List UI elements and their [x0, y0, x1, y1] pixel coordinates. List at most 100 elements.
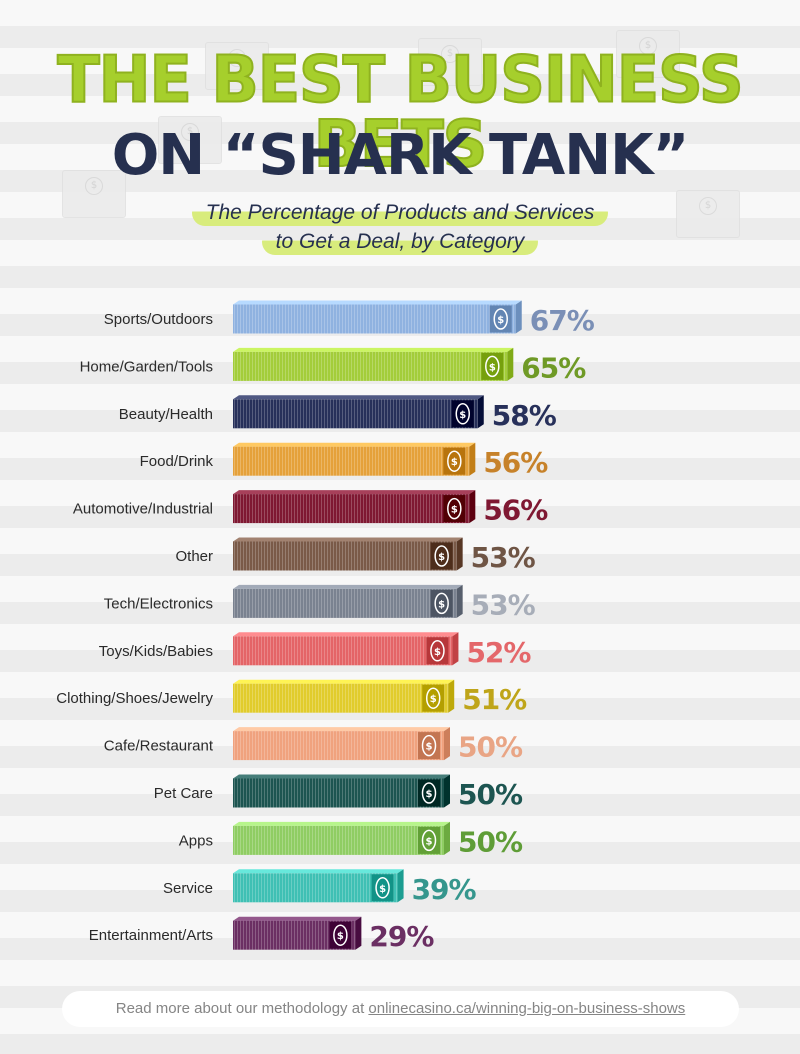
value-label: 52% [466, 636, 531, 669]
bar-row: Sports/Outdoors $67% [104, 300, 596, 337]
dollar-icon [485, 355, 500, 378]
bar-top-face [233, 679, 455, 684]
dollar-sign: $ [430, 694, 437, 705]
bar-row: Home/Garden/Tools $65% [80, 347, 587, 384]
value-label: 53% [471, 588, 536, 621]
subtitle-line-1-text: The Percentage of Products and Services [191, 200, 609, 226]
bar-row: Other $53% [175, 537, 537, 574]
value-label: 58% [492, 399, 557, 432]
bar-side-face [448, 679, 455, 713]
bar-side-face [469, 490, 476, 524]
dollar-sign: $ [426, 742, 433, 753]
dollar-sign: $ [426, 836, 433, 847]
dollar-icon [421, 829, 437, 852]
money-stack-icon [616, 30, 680, 78]
bar-texture [233, 683, 449, 713]
bar-texture [233, 825, 444, 855]
money-stack-icon [158, 116, 222, 164]
bar-top-face [233, 584, 463, 589]
dollar-sign: $ [438, 599, 445, 610]
bar-top-face [233, 490, 476, 495]
bar-side-face [469, 442, 476, 476]
money-stack-icon [676, 190, 740, 238]
bar-texture [233, 541, 457, 571]
bar-top-face [233, 347, 514, 352]
bar-top-face [233, 300, 522, 305]
category-label: Entertainment/Arts [89, 927, 213, 944]
money-stack-icon [418, 38, 482, 86]
bar-side-face [456, 537, 463, 571]
dollar-sign: $ [497, 315, 504, 326]
bar-texture [233, 399, 478, 429]
value-label: 50% [458, 778, 523, 811]
category-label: Beauty/Health [119, 406, 213, 423]
subtitle-line-2: to Get a Deal, by Category [0, 229, 800, 255]
bar-top-face [233, 774, 450, 779]
bar-texture [233, 778, 444, 808]
methodology-link[interactable]: onlinecasino.ca/winning-big-on-business-… [368, 1000, 686, 1017]
bar-row: Pet Care $50% [154, 774, 524, 811]
bar-texture [233, 304, 516, 334]
bar-row: Entertainment/Arts $29% [89, 916, 435, 953]
dollar-sign: $ [451, 505, 458, 516]
dollar-icon [375, 877, 390, 899]
bar-top-face [233, 916, 362, 921]
dollar-icon [447, 450, 462, 472]
bar-side-face [452, 632, 459, 666]
bar-side-face [507, 347, 514, 381]
bar-top-face [233, 632, 459, 637]
bar-top-face [233, 442, 476, 447]
bar-row: Beauty/Health $58% [119, 395, 558, 432]
value-label: 56% [483, 446, 548, 479]
bar-side-face [397, 869, 404, 903]
bar-row: Apps $50% [179, 821, 524, 858]
dollar-sign: $ [434, 647, 441, 658]
bar-side-face [444, 727, 450, 761]
bar-side-face [515, 300, 522, 334]
title-line-1: THE BEST BUSINESS BETS [56, 41, 744, 182]
methodology-footer: Read more about our methodology at onlin… [62, 991, 739, 1027]
bar-top-face [233, 395, 484, 400]
dollar-icon [434, 545, 449, 567]
category-label: Pet Care [154, 785, 213, 802]
value-label: 51% [462, 683, 527, 716]
dollar-sign: $ [459, 410, 466, 421]
bar-top-face [233, 821, 450, 826]
bar-texture [233, 873, 398, 903]
dollar-sign: $ [438, 552, 445, 563]
category-label: Clothing/Shoes/Jewelry [56, 690, 213, 707]
value-label: 29% [369, 920, 434, 953]
bar-texture [233, 351, 508, 381]
category-label: Tech/Electronics [104, 595, 213, 612]
category-label: Home/Garden/Tools [80, 358, 213, 375]
dollar-icon [434, 592, 449, 615]
category-label: Toys/Kids/Babies [99, 643, 213, 660]
bar-texture [233, 588, 457, 618]
dollar-icon [493, 308, 508, 330]
dollar-icon [421, 734, 437, 757]
bar-top-face [233, 537, 463, 542]
bar-texture [233, 731, 444, 761]
bar-side-face [444, 774, 450, 808]
value-label: 65% [521, 351, 586, 384]
bar-row: Cafe/Restaurant $50% [104, 727, 524, 764]
category-label: Service [163, 880, 213, 897]
bar-top-face [233, 727, 450, 732]
bar-row: Clothing/Shoes/Jewelry $51% [56, 679, 528, 716]
money-stack-icon [205, 42, 269, 90]
value-label: 56% [483, 494, 548, 527]
bar-row: Service $39% [163, 869, 478, 906]
value-label: 50% [458, 731, 523, 764]
dollar-sign: $ [379, 884, 386, 895]
bar-row: Food/Drink $56% [140, 442, 549, 479]
bar-side-face [355, 916, 362, 950]
bar-row: Toys/Kids/Babies $52% [99, 632, 532, 669]
category-label: Food/Drink [140, 453, 214, 470]
category-label: Apps [179, 832, 213, 849]
category-label: Automotive/Industrial [73, 501, 213, 518]
dollar-sign: $ [337, 931, 344, 942]
subtitle-line-1: The Percentage of Products and Services [0, 200, 800, 226]
category-label: Sports/Outdoors [104, 311, 213, 328]
value-label: 39% [412, 873, 477, 906]
